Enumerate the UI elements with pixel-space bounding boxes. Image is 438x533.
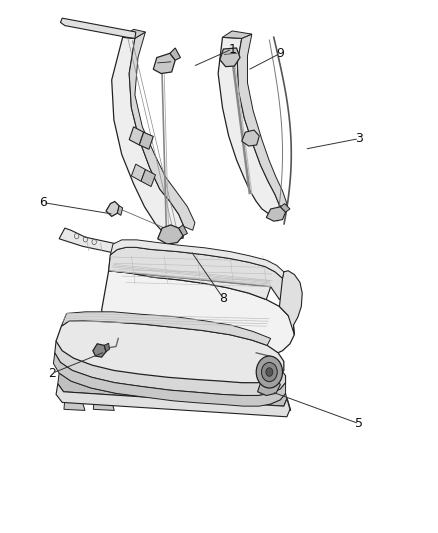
Text: 1: 1: [228, 43, 236, 55]
Polygon shape: [59, 228, 191, 260]
Polygon shape: [102, 271, 294, 361]
Circle shape: [256, 356, 283, 388]
Polygon shape: [258, 377, 280, 395]
Text: 9: 9: [276, 47, 284, 60]
Polygon shape: [60, 18, 136, 38]
Polygon shape: [270, 399, 291, 410]
Polygon shape: [223, 31, 252, 38]
Text: 6: 6: [39, 196, 47, 209]
Polygon shape: [242, 130, 259, 146]
Text: 3: 3: [355, 132, 363, 145]
Polygon shape: [58, 373, 287, 406]
Polygon shape: [53, 353, 286, 406]
Polygon shape: [279, 271, 302, 335]
Polygon shape: [220, 48, 240, 67]
Polygon shape: [61, 312, 271, 345]
Polygon shape: [153, 53, 175, 74]
Polygon shape: [56, 321, 284, 383]
Polygon shape: [280, 204, 290, 212]
Polygon shape: [238, 399, 259, 410]
Polygon shape: [64, 399, 85, 410]
Polygon shape: [104, 343, 110, 352]
Polygon shape: [141, 169, 155, 187]
Text: 2: 2: [49, 367, 57, 379]
Polygon shape: [129, 127, 144, 145]
Polygon shape: [179, 225, 187, 236]
Polygon shape: [55, 335, 286, 395]
Polygon shape: [109, 247, 286, 300]
Polygon shape: [129, 32, 195, 230]
Polygon shape: [266, 207, 286, 221]
Polygon shape: [237, 34, 287, 209]
Polygon shape: [106, 201, 119, 216]
Polygon shape: [110, 240, 284, 278]
Polygon shape: [139, 132, 153, 149]
Polygon shape: [93, 344, 106, 357]
Polygon shape: [218, 37, 279, 216]
Text: 5: 5: [355, 417, 363, 430]
Polygon shape: [56, 384, 290, 417]
Polygon shape: [109, 255, 271, 300]
Polygon shape: [112, 37, 184, 238]
Polygon shape: [170, 48, 180, 60]
Polygon shape: [158, 225, 183, 244]
Polygon shape: [117, 206, 123, 215]
Text: 8: 8: [219, 292, 227, 305]
Polygon shape: [123, 29, 145, 38]
Polygon shape: [131, 164, 145, 181]
Polygon shape: [93, 399, 114, 410]
Circle shape: [266, 368, 273, 376]
Circle shape: [261, 362, 277, 382]
